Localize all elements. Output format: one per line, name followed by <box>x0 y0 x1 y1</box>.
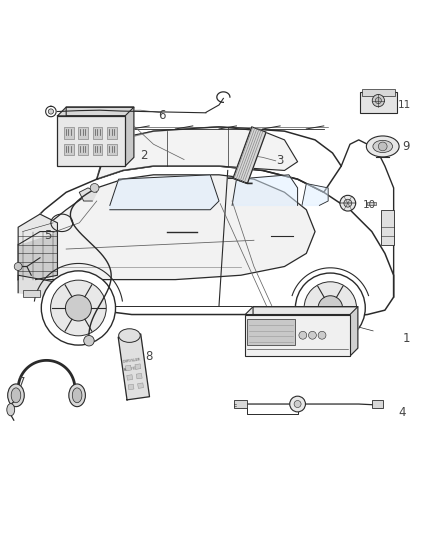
Bar <box>107 144 117 155</box>
Circle shape <box>14 263 22 270</box>
Text: 3: 3 <box>276 155 283 167</box>
Bar <box>367 202 376 205</box>
Polygon shape <box>18 231 57 280</box>
Polygon shape <box>18 175 315 280</box>
Ellipse shape <box>119 329 140 342</box>
Polygon shape <box>233 127 266 183</box>
Circle shape <box>65 295 92 321</box>
Polygon shape <box>97 127 341 192</box>
Bar <box>107 127 117 139</box>
Text: 2: 2 <box>141 149 148 161</box>
Ellipse shape <box>366 136 399 157</box>
Ellipse shape <box>72 388 82 403</box>
Text: 1: 1 <box>403 332 410 345</box>
Bar <box>57 116 125 166</box>
Text: PACIFICA: PACIFICA <box>124 366 140 372</box>
Bar <box>135 364 141 369</box>
Circle shape <box>304 282 357 334</box>
Circle shape <box>41 271 116 345</box>
Circle shape <box>290 396 305 412</box>
Circle shape <box>295 273 365 343</box>
Bar <box>22 290 40 297</box>
Polygon shape <box>57 107 134 116</box>
Text: 6: 6 <box>158 109 166 123</box>
Bar <box>64 144 74 155</box>
Polygon shape <box>18 166 394 319</box>
Circle shape <box>340 195 356 211</box>
Bar <box>64 127 74 139</box>
Circle shape <box>318 296 343 320</box>
Bar <box>125 365 131 371</box>
Bar <box>245 314 350 356</box>
Text: 9: 9 <box>403 140 410 153</box>
Bar <box>247 319 294 345</box>
Text: 11: 11 <box>398 100 411 110</box>
Circle shape <box>294 400 301 408</box>
Bar <box>360 92 397 113</box>
Polygon shape <box>79 188 97 201</box>
Polygon shape <box>97 127 297 179</box>
Text: 4: 4 <box>398 406 406 419</box>
Polygon shape <box>66 107 134 166</box>
Circle shape <box>308 332 316 339</box>
Text: CHRYSLER: CHRYSLER <box>122 357 141 364</box>
Bar <box>78 127 88 139</box>
Bar <box>234 400 247 408</box>
Circle shape <box>90 183 99 192</box>
Bar <box>93 127 102 139</box>
Polygon shape <box>245 306 358 314</box>
Ellipse shape <box>69 384 85 407</box>
Bar <box>362 89 395 96</box>
Ellipse shape <box>7 403 14 416</box>
Circle shape <box>375 98 381 103</box>
Circle shape <box>344 199 352 207</box>
Bar <box>138 383 144 389</box>
Circle shape <box>84 335 94 346</box>
Bar <box>127 375 133 380</box>
Bar <box>372 400 383 408</box>
Polygon shape <box>232 175 297 205</box>
Bar <box>93 144 102 155</box>
Ellipse shape <box>373 140 392 152</box>
Circle shape <box>372 94 385 107</box>
Circle shape <box>299 332 307 339</box>
Ellipse shape <box>11 388 21 403</box>
Text: 5: 5 <box>44 229 52 243</box>
Bar <box>136 374 142 379</box>
Text: 7: 7 <box>18 376 26 389</box>
Text: 10: 10 <box>363 200 376 211</box>
Polygon shape <box>253 306 358 356</box>
Polygon shape <box>118 334 149 400</box>
Bar <box>128 384 134 390</box>
Bar <box>381 210 394 245</box>
Circle shape <box>48 109 53 114</box>
Polygon shape <box>110 175 219 210</box>
Circle shape <box>50 280 106 336</box>
Text: 8: 8 <box>145 350 152 362</box>
Circle shape <box>378 142 387 151</box>
Ellipse shape <box>8 384 24 407</box>
Circle shape <box>318 332 326 339</box>
Polygon shape <box>18 275 88 302</box>
Polygon shape <box>302 183 328 205</box>
Bar <box>78 144 88 155</box>
Polygon shape <box>18 214 57 245</box>
